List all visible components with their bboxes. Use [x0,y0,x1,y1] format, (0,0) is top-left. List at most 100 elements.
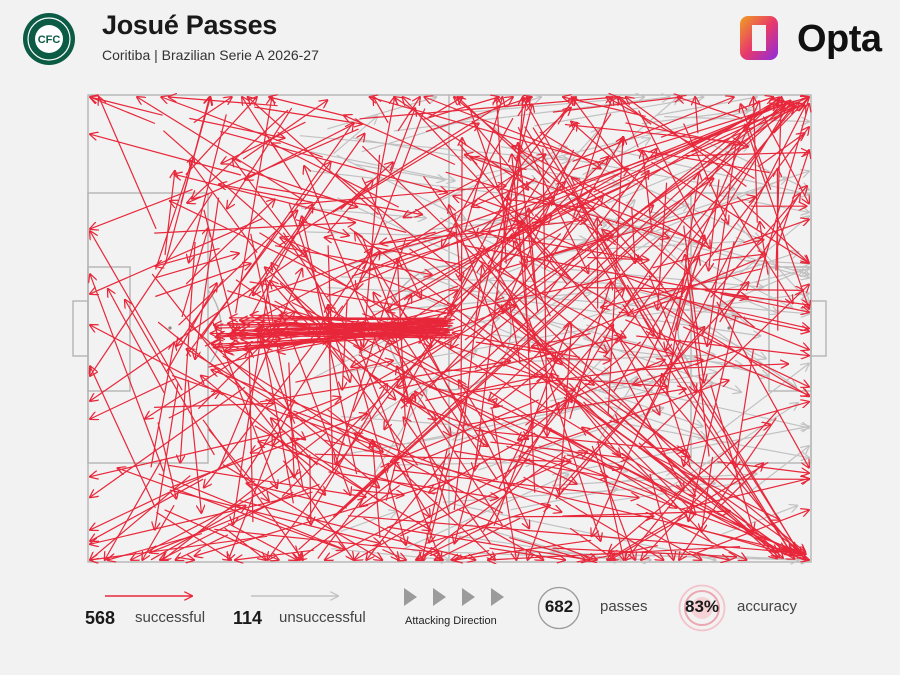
successful-pass-384 [248,97,380,215]
successful-pass-125 [760,222,769,275]
successful-pass-543 [349,227,778,552]
successful-pass-333 [363,517,443,560]
page-subtitle: Coritiba | Brazilian Serie A 2026-27 [102,47,319,63]
successful-pass-47 [187,379,201,513]
successful-pass-106 [212,370,401,445]
successful-pass-425 [158,473,345,550]
successful-pass-539 [572,97,734,162]
successful-pass-358 [773,97,809,134]
unsuccessful-pass-95 [299,135,570,161]
successful-pass-330 [90,378,175,419]
unsuccessful-pass-103 [595,377,636,446]
successful-pass-410 [274,245,432,275]
page-title: Josué Passes [102,10,278,40]
unsuccessful-pass-17 [397,462,534,465]
successful-pass-485 [503,198,595,209]
successful-pass-547 [512,146,706,248]
successful-pass-186 [90,430,286,476]
successful-pass-464 [626,97,747,187]
successful-pass-433 [195,197,220,359]
successful-pass-265 [490,441,629,458]
successful-pass-195 [387,285,459,312]
successful-pass-192 [509,537,585,560]
successful-pass-557 [449,205,505,348]
successful-pass-337 [625,364,788,371]
successful-pass-478 [105,459,163,560]
successful-pass-402 [400,452,587,537]
successful-pass-299 [468,106,526,267]
unsuccessful-pass-43 [715,364,810,435]
legend: 568 successful 114 unsuccessful Attackin… [0,580,900,640]
successful-count: 568 [85,608,116,628]
successful-pass-469 [174,174,407,233]
unsuccessful-pass-45 [552,474,757,486]
successful-pass-257 [666,266,691,351]
successful-pass-513 [717,463,763,509]
successful-pass-560 [272,143,399,208]
successful-pass-441 [612,103,790,393]
successful-pass-481 [335,173,806,552]
successful-pass-105 [503,399,569,480]
successful-pass-319 [457,97,550,184]
successful-pass-317 [286,397,340,419]
successful-pass-304 [392,461,496,560]
successful-pass-141 [687,479,809,480]
successful-pass-454 [185,97,257,176]
successful-pass-404 [185,199,275,285]
successful-pass-565 [260,361,510,403]
unsuccessful-pass-81 [605,470,674,487]
opta-logo-icon [740,16,778,60]
successful-pass-345 [366,453,451,560]
successful-pass-57 [214,528,438,552]
successful-pass-559 [638,285,809,450]
successful-pass-367 [464,104,786,341]
successful-pass-370 [572,97,626,171]
successful-pass-3 [682,326,809,387]
successful-pass-525 [188,324,379,488]
successful-pass-566 [518,143,539,313]
successful-pass-388 [163,130,306,257]
successful-pass-289 [544,259,756,348]
successful-pass-347 [373,97,389,124]
successful-pass-552 [489,227,671,400]
successful-pass-490 [394,97,617,246]
successful-pass-224 [185,162,330,356]
successful-pass-537 [423,176,557,362]
accuracy-value: 83% [684,597,720,616]
successful-pass-447 [161,97,323,158]
successful-pass-290 [442,117,514,247]
successful-pass-474 [456,508,597,560]
successful-pass-496 [638,150,770,174]
successful-pass-359 [473,360,703,393]
successful-pass-276 [415,392,503,526]
successful-pass-361 [633,348,742,384]
unsuccessful-pass-72 [404,289,609,374]
successful-pass-561 [242,320,445,330]
successful-pass-550 [757,133,804,168]
unsuccessful-pass-56 [442,483,716,503]
successful-pass-261 [681,479,809,510]
successful-pass-462 [325,501,438,560]
successful-pass-230 [569,527,615,560]
successful-pass-536 [651,161,809,263]
successful-pass-229 [155,156,194,270]
successful-pass-399 [615,171,649,225]
successful-pass-449 [90,274,165,472]
penalty-spot-right [727,326,731,330]
successful-pass-553 [151,273,325,495]
successful-pass-27 [99,97,157,230]
successful-pass-379 [164,171,175,256]
passes-count: 682 [544,597,574,616]
successful-pass-516 [187,128,359,203]
successful-pass-194 [359,106,779,275]
successful-pass-244 [355,232,485,447]
successful-pass-204 [357,108,426,290]
successful-label: successful [135,609,206,626]
successful-pass-497 [155,253,239,279]
successful-pass-564 [514,97,523,222]
successful-pass-529 [604,105,794,357]
successful-pass-294 [258,442,435,495]
successful-pass-185 [167,464,366,497]
unsuccessful-pass-18 [510,489,617,511]
successful-pass-272 [489,547,566,560]
